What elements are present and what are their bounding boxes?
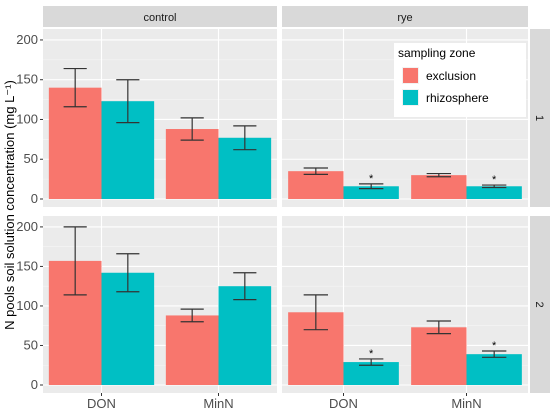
- error-bar-rhizosphere-DON: [358, 183, 384, 190]
- significance-marker: *: [369, 348, 374, 360]
- panel-control-1: 0 50 100 150 200: [16, 29, 277, 207]
- strip-row-2: [530, 216, 550, 393]
- error-bar-rhizosphere-MinN: [233, 272, 257, 301]
- bar-exclusion-MinN: [411, 327, 467, 385]
- y-tick-label: 200: [16, 32, 38, 47]
- y-tick-label: 150: [16, 258, 38, 273]
- y-tick-label: 150: [16, 72, 38, 87]
- error-bar-exclusion-MinN: [180, 117, 204, 141]
- facet-strips: control rye 1 2: [43, 6, 550, 393]
- strip-rye: [282, 6, 528, 27]
- panel-control-2: 0 50 100 150 200: [16, 216, 277, 393]
- panel-rye-2: **: [282, 216, 528, 393]
- y-tick-label: 50: [24, 337, 38, 352]
- bar-rhizosphere-DON: [343, 362, 399, 385]
- bar-exclusion-MinN: [411, 175, 467, 199]
- strip-control: [43, 6, 277, 27]
- x-tick-label: MinN: [451, 396, 481, 411]
- y-tick-label: 50: [24, 151, 38, 166]
- x-tick-label: DON: [329, 396, 358, 411]
- x-tick-label: MinN: [203, 396, 233, 411]
- bar-rhizosphere-MinN: [466, 354, 522, 385]
- bar-exclusion-DON: [288, 171, 344, 199]
- significance-marker: *: [492, 174, 497, 186]
- bar-exclusion-MinN: [165, 315, 219, 385]
- error-bar-exclusion-DON: [63, 226, 87, 296]
- error-bar-rhizosphere-DON: [358, 358, 384, 366]
- error-bar-rhizosphere-MinN: [233, 125, 257, 151]
- significance-marker: *: [492, 340, 497, 352]
- significance-marker: *: [369, 173, 374, 185]
- strip-row-label-1: 1: [533, 115, 545, 121]
- error-bar-exclusion-MinN: [426, 172, 452, 178]
- x-axis: DON MinN DON MinN: [87, 393, 482, 411]
- legend-title: sampling zone: [398, 46, 476, 60]
- error-bar-rhizosphere-DON: [116, 253, 140, 293]
- y-tick-label: 100: [16, 111, 38, 126]
- error-bar-exclusion-MinN: [180, 308, 204, 323]
- y-tick-label: 200: [16, 219, 38, 234]
- legend-key-rhizosphere: [403, 90, 418, 105]
- legend-label-exclusion: exclusion: [426, 69, 476, 83]
- error-bar-exclusion-DON: [303, 294, 329, 331]
- bar-rhizosphere-MinN: [218, 286, 272, 385]
- strip-row-label-2: 2: [533, 301, 545, 307]
- error-bar-exclusion-DON: [63, 67, 87, 108]
- y-tick-label: 100: [16, 298, 38, 313]
- y-tick-label: 0: [31, 377, 38, 392]
- strip-label-rye: rye: [397, 12, 412, 24]
- legend-label-rhizosphere: rhizosphere: [426, 91, 489, 105]
- x-tick-label: DON: [87, 396, 116, 411]
- y-axis-title: N pools soil solution concentration (mg …: [2, 80, 17, 330]
- legend: sampling zone exclusion rhizosphere: [394, 43, 526, 117]
- error-bar-rhizosphere-DON: [116, 79, 140, 124]
- strip-row-1: [530, 29, 550, 207]
- error-bar-rhizosphere-MinN: [481, 184, 507, 189]
- error-bar-exclusion-DON: [303, 167, 329, 175]
- legend-key-exclusion: [403, 68, 418, 83]
- error-bar-exclusion-MinN: [426, 320, 452, 335]
- strip-label-control: control: [143, 12, 176, 24]
- bar-rhizosphere-MinN: [466, 186, 522, 199]
- error-bar-rhizosphere-MinN: [481, 350, 507, 358]
- bar-rhizosphere-DON: [343, 186, 399, 199]
- y-tick-label: 0: [31, 191, 38, 206]
